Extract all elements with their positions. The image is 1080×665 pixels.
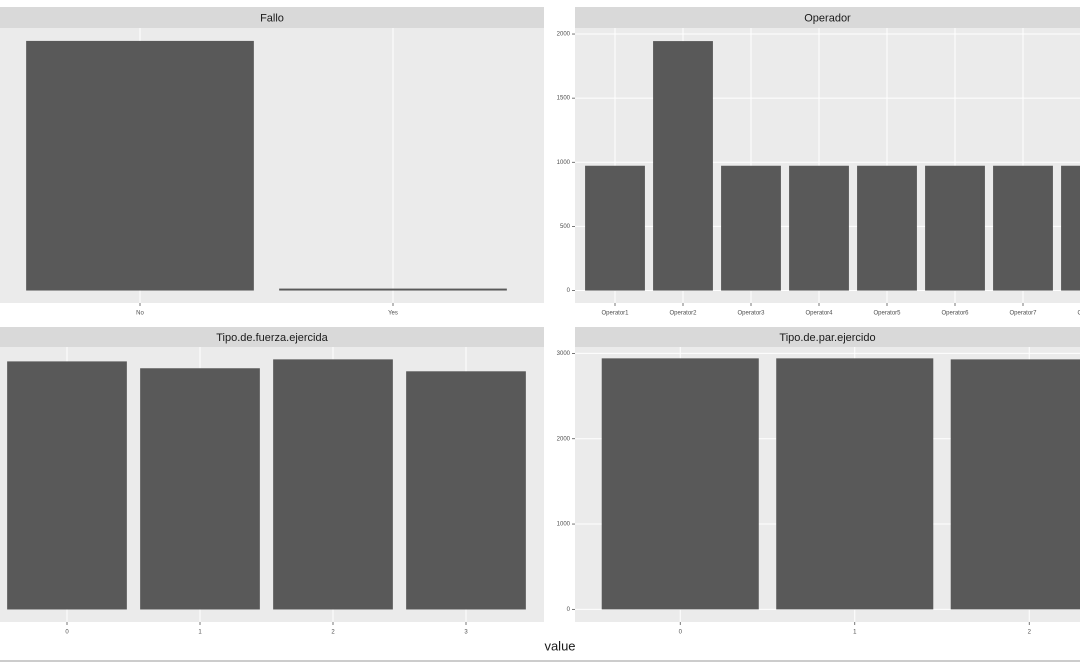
x-tick-label: Operator6 [941,311,969,317]
strip [0,7,544,28]
strip-text: Tipo.de.par.ejercido [779,332,875,344]
y-tick-label: 0 [567,288,571,294]
y-tick-label: 1000 [557,522,571,528]
x-tick-label: 0 [65,630,69,636]
x-tick-label: No [136,311,144,317]
bar [653,41,713,291]
bar [585,165,645,291]
x-tick-label: 3 [464,630,468,636]
y-tick-label: 0 [567,607,571,613]
x-tick-label: 0 [679,630,683,636]
bar [776,358,934,610]
panel: Tipo.de.fuerza.ejercida 0 1 2 3 [0,327,544,636]
x-tick-label: 2 [331,630,335,636]
x-tick-label: Operator8 [1077,311,1080,317]
bar [993,165,1053,291]
y-tick-label: 1500 [557,96,571,102]
bar [721,165,781,291]
bar [950,359,1080,610]
strip [575,7,1080,28]
x-tick-label: Operator1 [601,311,629,317]
y-tick-label: 1000 [557,160,571,166]
bar [601,358,759,610]
bar [140,368,260,610]
x-tick-label: Operator7 [1009,311,1037,317]
y-tick-label: 2000 [557,436,571,442]
bar [26,40,254,291]
bar [273,359,393,610]
bar [7,361,127,610]
x-tick-label: 1 [198,630,202,636]
x-tick-label: Operator2 [669,311,697,317]
strip [575,327,1080,347]
panel: Operador Operator1 Operator2 Operator3 Opera… [575,7,1080,317]
x-tick-label: Yes [388,311,398,317]
y-tick-label: 3000 [557,351,571,357]
strip-text: Operador [804,12,851,24]
panel: Tipo.de.par.ejercido 0 1 2 [575,327,1080,636]
y-tick-label: 500 [560,224,571,230]
x-tick-label: Operator5 [873,311,901,317]
panel: Fallo No Yes [0,7,544,317]
x-axis-label: value [544,638,575,653]
x-tick-label: 2 [1028,630,1032,636]
strip [0,327,544,347]
x-tick-label: Operator4 [805,311,833,317]
strip-text: Tipo.de.fuerza.ejercida [216,332,328,344]
x-tick-label: Operator3 [737,311,765,317]
x-tick-label: 1 [853,630,857,636]
bar [279,288,507,291]
bar [925,165,985,291]
bar [1061,165,1080,291]
bar [406,371,526,610]
bar [857,165,917,291]
bar [789,165,849,291]
strip-text: Fallo [260,12,284,24]
y-tick-label: 2000 [557,32,571,38]
